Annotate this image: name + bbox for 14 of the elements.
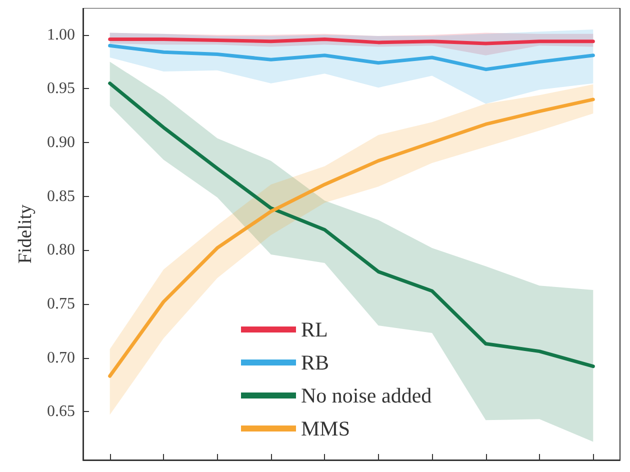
y-tick-label: 0.95: [47, 80, 75, 98]
line-series: [108, 44, 595, 72]
y-tick-label: 0.75: [47, 295, 75, 312]
y-tick-label: 0.70: [47, 349, 75, 366]
y-tick-label: 1.00: [47, 26, 75, 44]
legend-label: MMS: [301, 416, 350, 440]
legend-label: RL: [301, 318, 328, 342]
y-tick-label: 0.80: [47, 242, 75, 259]
y-tick-label: 0.65: [47, 403, 75, 420]
legend-label: RB: [301, 350, 330, 374]
y-tick-label: 0.90: [47, 134, 75, 152]
y-tick-label: 0.85: [47, 188, 75, 205]
legend-label: No noise added: [301, 384, 432, 408]
y-axis-title: Fidelity: [15, 204, 36, 264]
